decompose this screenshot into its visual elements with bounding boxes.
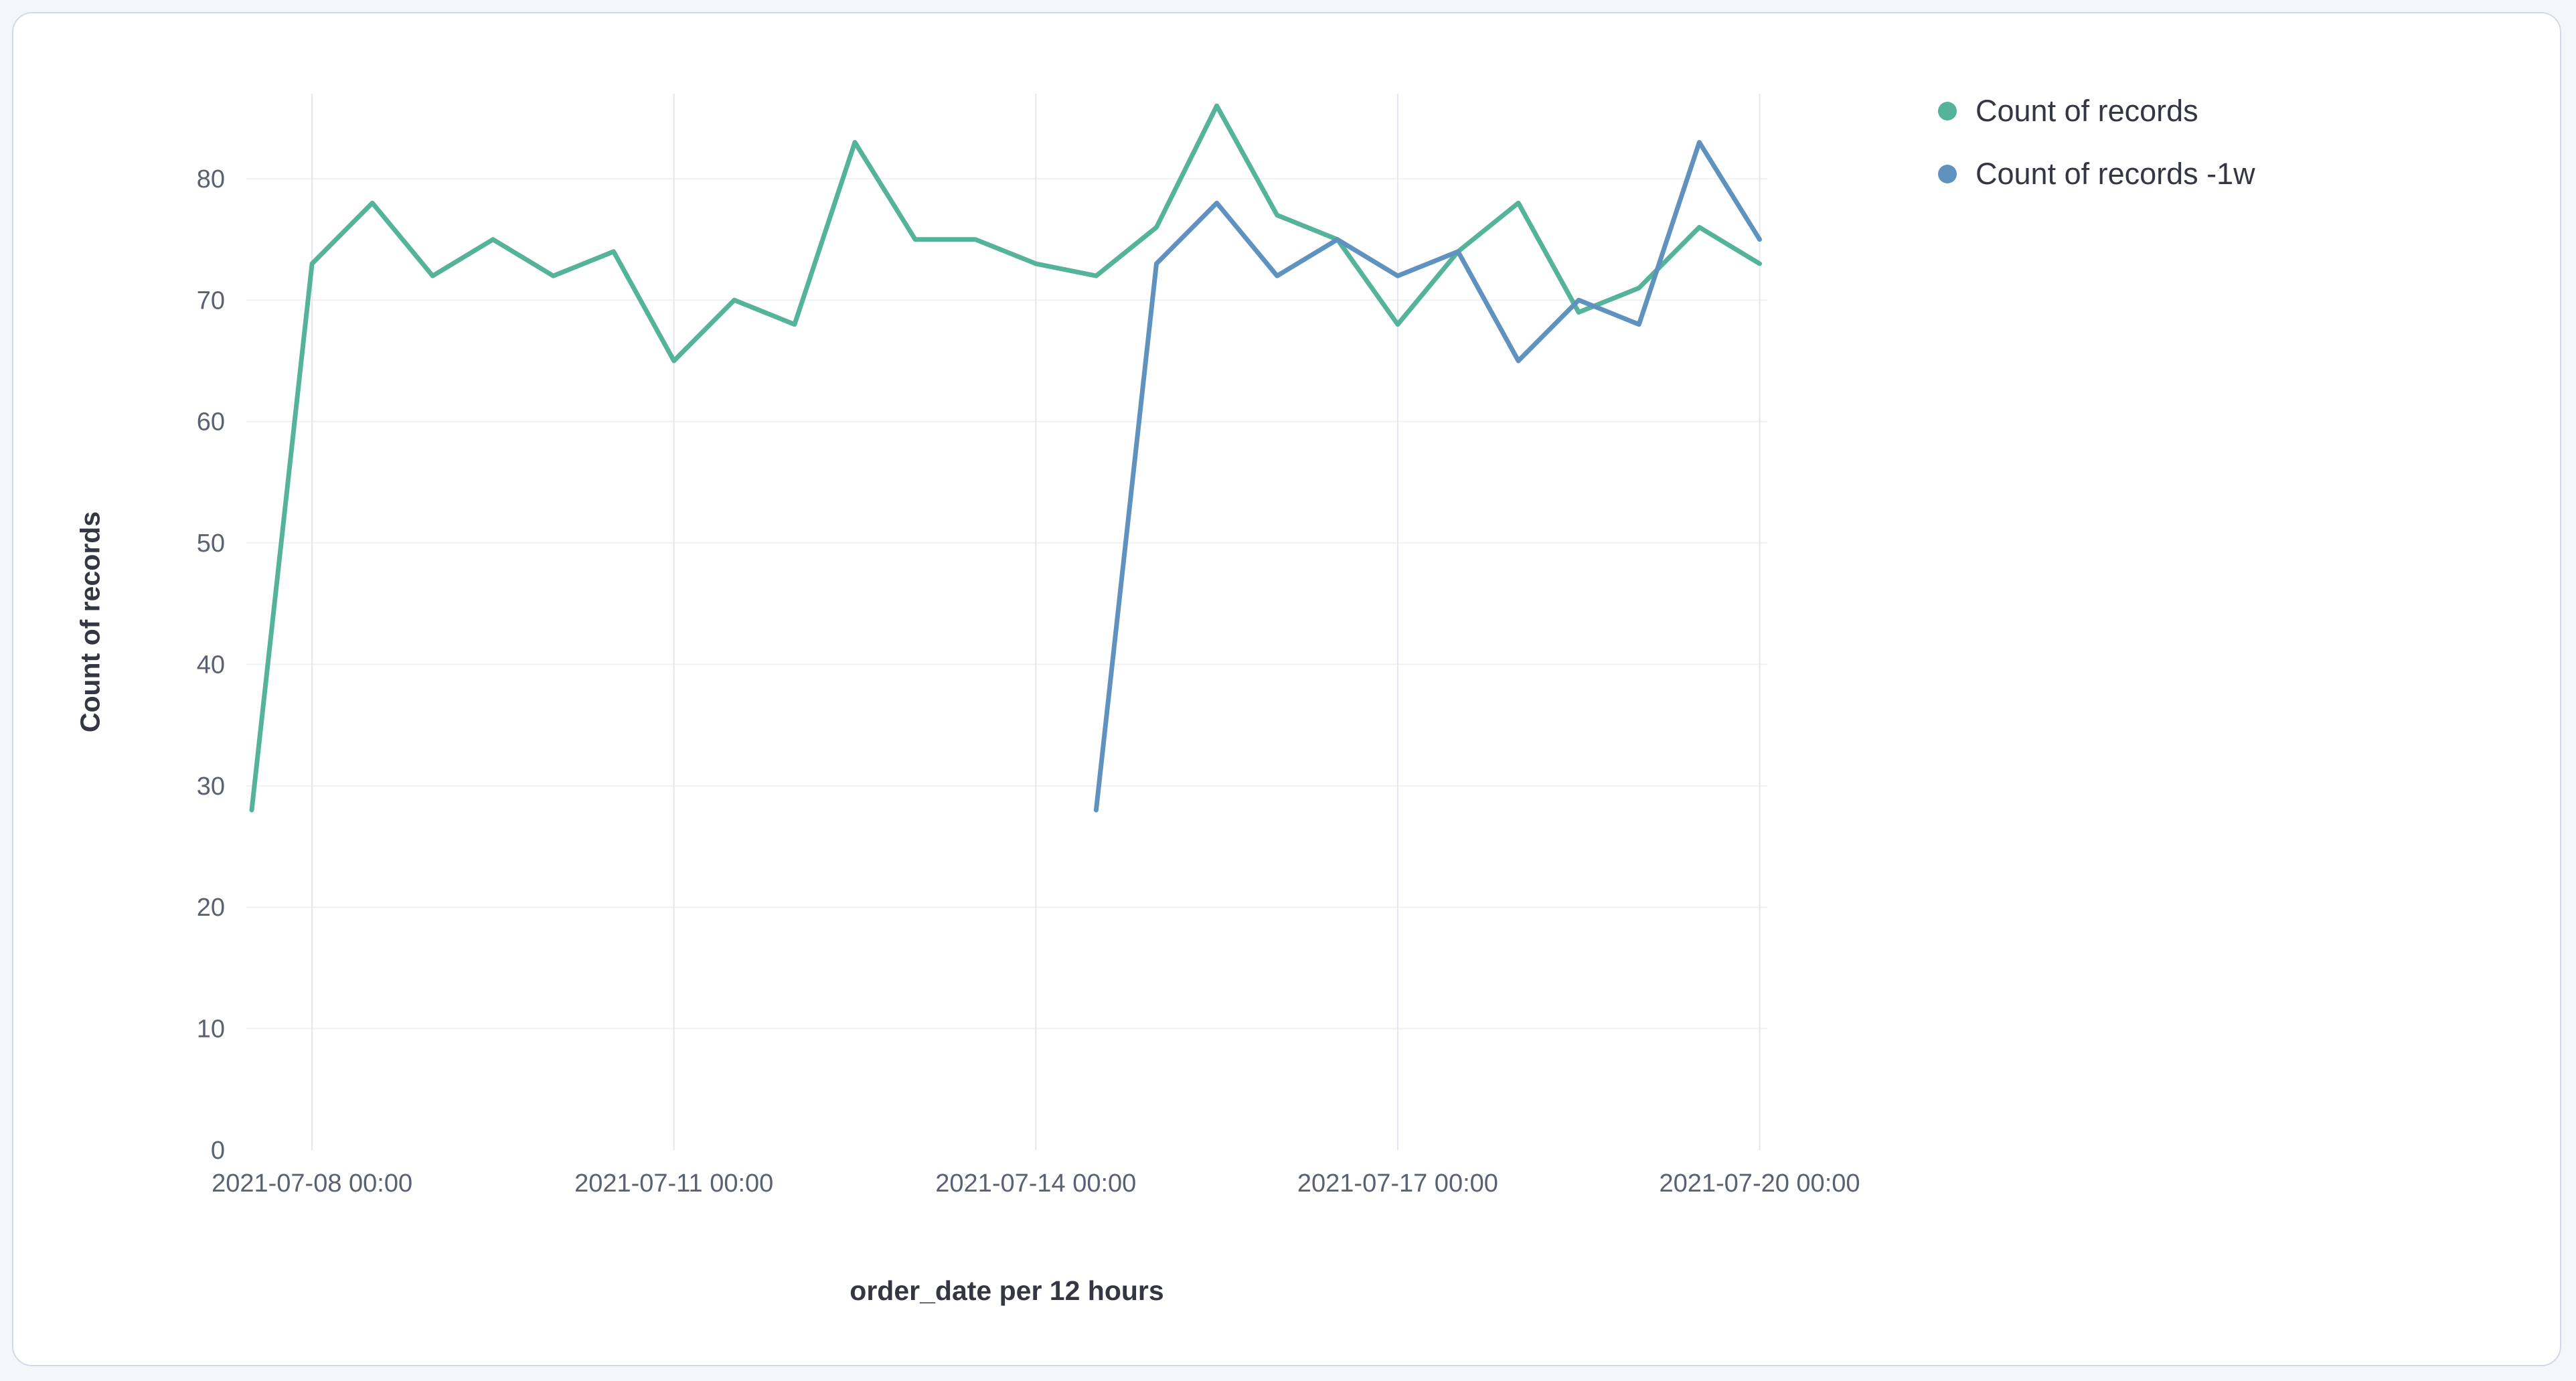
legend-dot-green [1938,102,1957,120]
chart-panel [12,12,2561,1366]
y-tick-label: 0 [211,1137,225,1165]
x-tick-label: 2021-07-17 00:00 [1297,1169,1498,1198]
x-tick-label: 2021-07-14 00:00 [935,1169,1136,1198]
y-tick-label: 30 [197,773,225,801]
x-tick-label: 2021-07-20 00:00 [1659,1169,1860,1198]
x-tick-label: 2021-07-11 00:00 [574,1169,773,1198]
y-axis-title: Count of records [74,511,106,733]
y-tick-label: 60 [197,408,225,436]
y-tick-label: 10 [197,1016,225,1044]
y-tick-label: 70 [197,287,225,315]
legend-item-count-of-records[interactable]: Count of records [1938,94,2255,129]
x-axis-title: order_date per 12 hours [850,1275,1164,1306]
legend-dot-blue [1938,165,1957,183]
y-tick-label: 50 [197,530,225,558]
legend-item-count-of-records-1w[interactable]: Count of records -1w [1938,157,2255,191]
y-tick-label: 40 [197,651,225,679]
legend-label-count-of-records: Count of records [1976,94,2198,128]
y-tick-label: 20 [197,894,225,922]
series-line-1 [1093,140,1762,813]
chart-legend: Count of records Count of records -1w [1938,94,2255,191]
legend-label-count-of-records-1w: Count of records -1w [1976,157,2255,191]
x-tick-label: 2021-07-08 00:00 [212,1169,412,1198]
y-tick-label: 80 [197,165,225,193]
series-line-0 [249,103,1762,813]
